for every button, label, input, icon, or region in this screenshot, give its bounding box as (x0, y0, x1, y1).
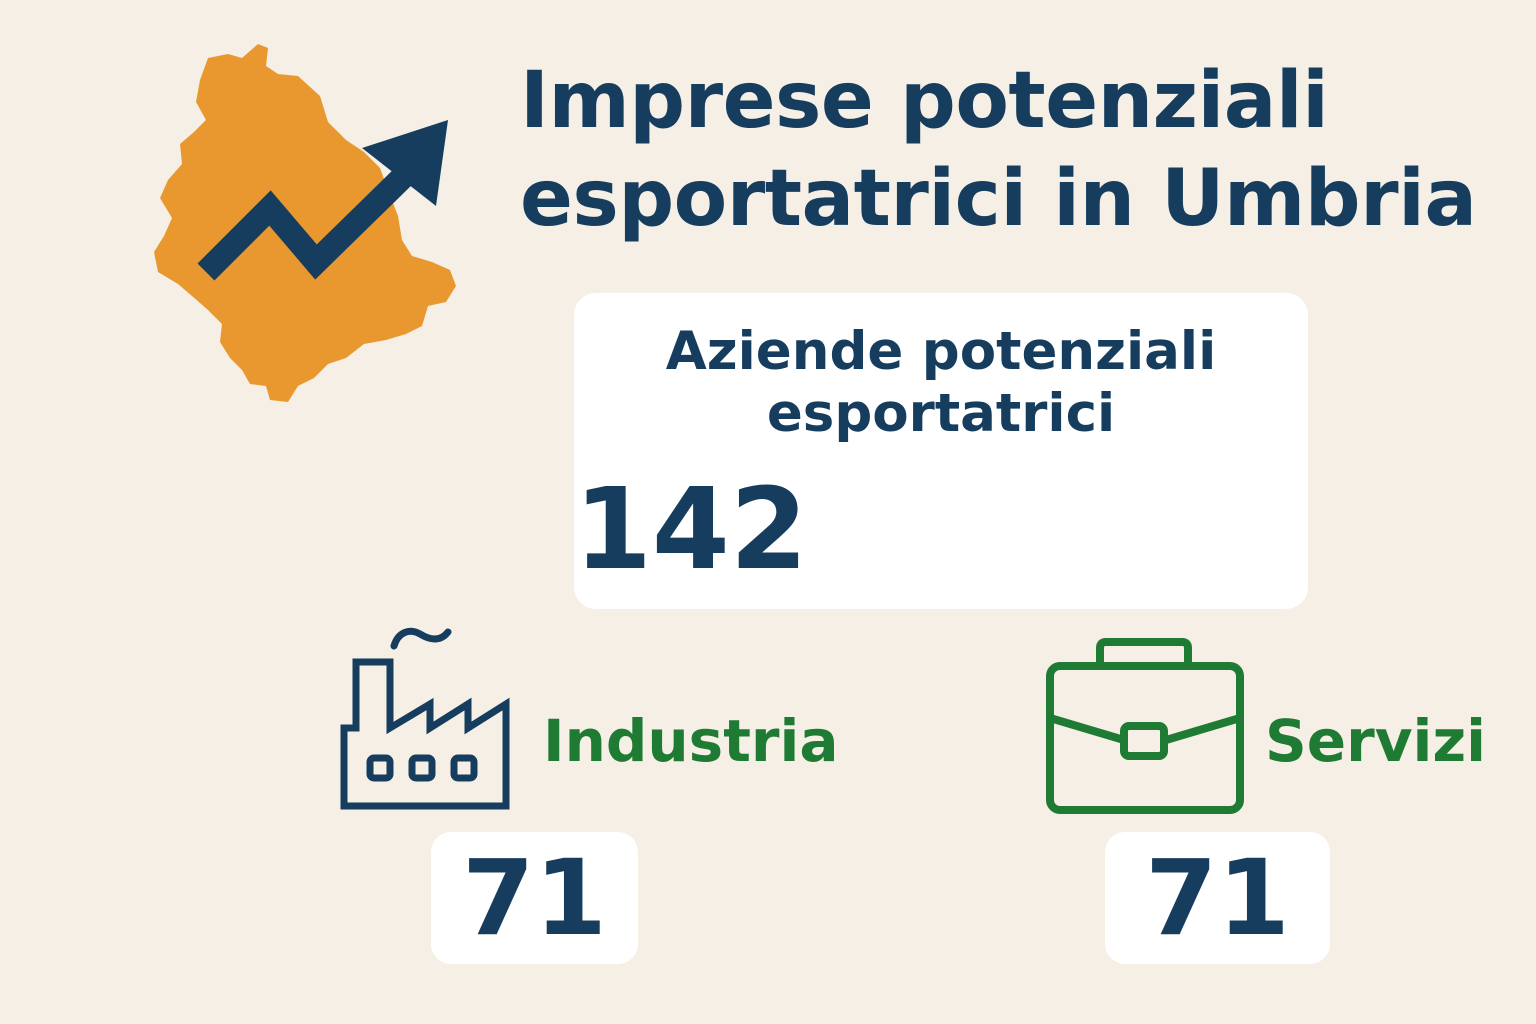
total-value: 142 (574, 465, 808, 595)
page-title-line1: Imprese potenziali (520, 56, 1329, 146)
umbria-map-icon (154, 44, 456, 402)
total-label-line1: Aziende potenziali (665, 321, 1217, 382)
industria-count: 71 (431, 832, 638, 964)
servizi-count: 71 (1105, 832, 1330, 964)
briefcase-icon (1046, 638, 1244, 814)
trend-arrow-icon (197, 120, 448, 281)
sector-label-industria: Industria (543, 707, 839, 775)
factory-icon (340, 627, 510, 810)
total-label: Aziende potenziali esportatrici (574, 321, 1308, 445)
page-title-line2: esportatrici in Umbria (520, 154, 1477, 244)
umbria-region-shape (154, 44, 456, 402)
total-label-line2: esportatrici (766, 383, 1116, 444)
sector-label-servizi: Servizi (1265, 707, 1487, 775)
page-title: Imprese potenziali esportatrici in Umbri… (520, 52, 1530, 248)
total-card: Aziende potenziali esportatrici (574, 293, 1308, 609)
